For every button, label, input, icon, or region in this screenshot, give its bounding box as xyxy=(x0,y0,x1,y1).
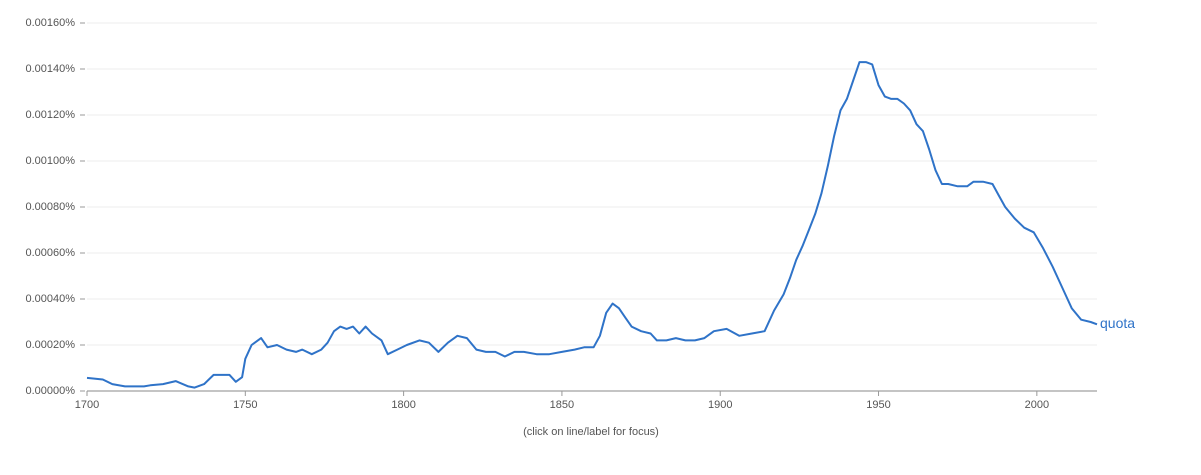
series-label[interactable]: quota xyxy=(1100,315,1135,331)
y-tick-label: 0.00140% xyxy=(25,63,75,75)
y-tick-label: 0.00100% xyxy=(25,155,75,167)
x-tick-label: 1850 xyxy=(550,399,574,411)
y-tick-label: 0.00080% xyxy=(25,201,75,213)
x-tick-label: 1700 xyxy=(75,399,99,411)
y-tick-label: 0.00120% xyxy=(25,109,75,121)
x-tick-label: 2000 xyxy=(1025,399,1049,411)
x-tick-label: 1900 xyxy=(708,399,732,411)
y-tick-label: 0.00040% xyxy=(25,293,75,305)
series-line[interactable] xyxy=(86,61,1098,389)
y-tick-label: 0.00020% xyxy=(25,339,75,351)
y-tick-label: 0.00000% xyxy=(25,385,75,397)
y-tick-label: 0.00060% xyxy=(25,247,75,259)
x-tick-label: 1750 xyxy=(233,399,257,411)
y-tick-label: 0.00160% xyxy=(25,17,75,29)
x-tick-label: 1800 xyxy=(391,399,415,411)
x-tick-label: 1950 xyxy=(866,399,890,411)
footnote: (click on line/label for focus) xyxy=(523,426,659,438)
